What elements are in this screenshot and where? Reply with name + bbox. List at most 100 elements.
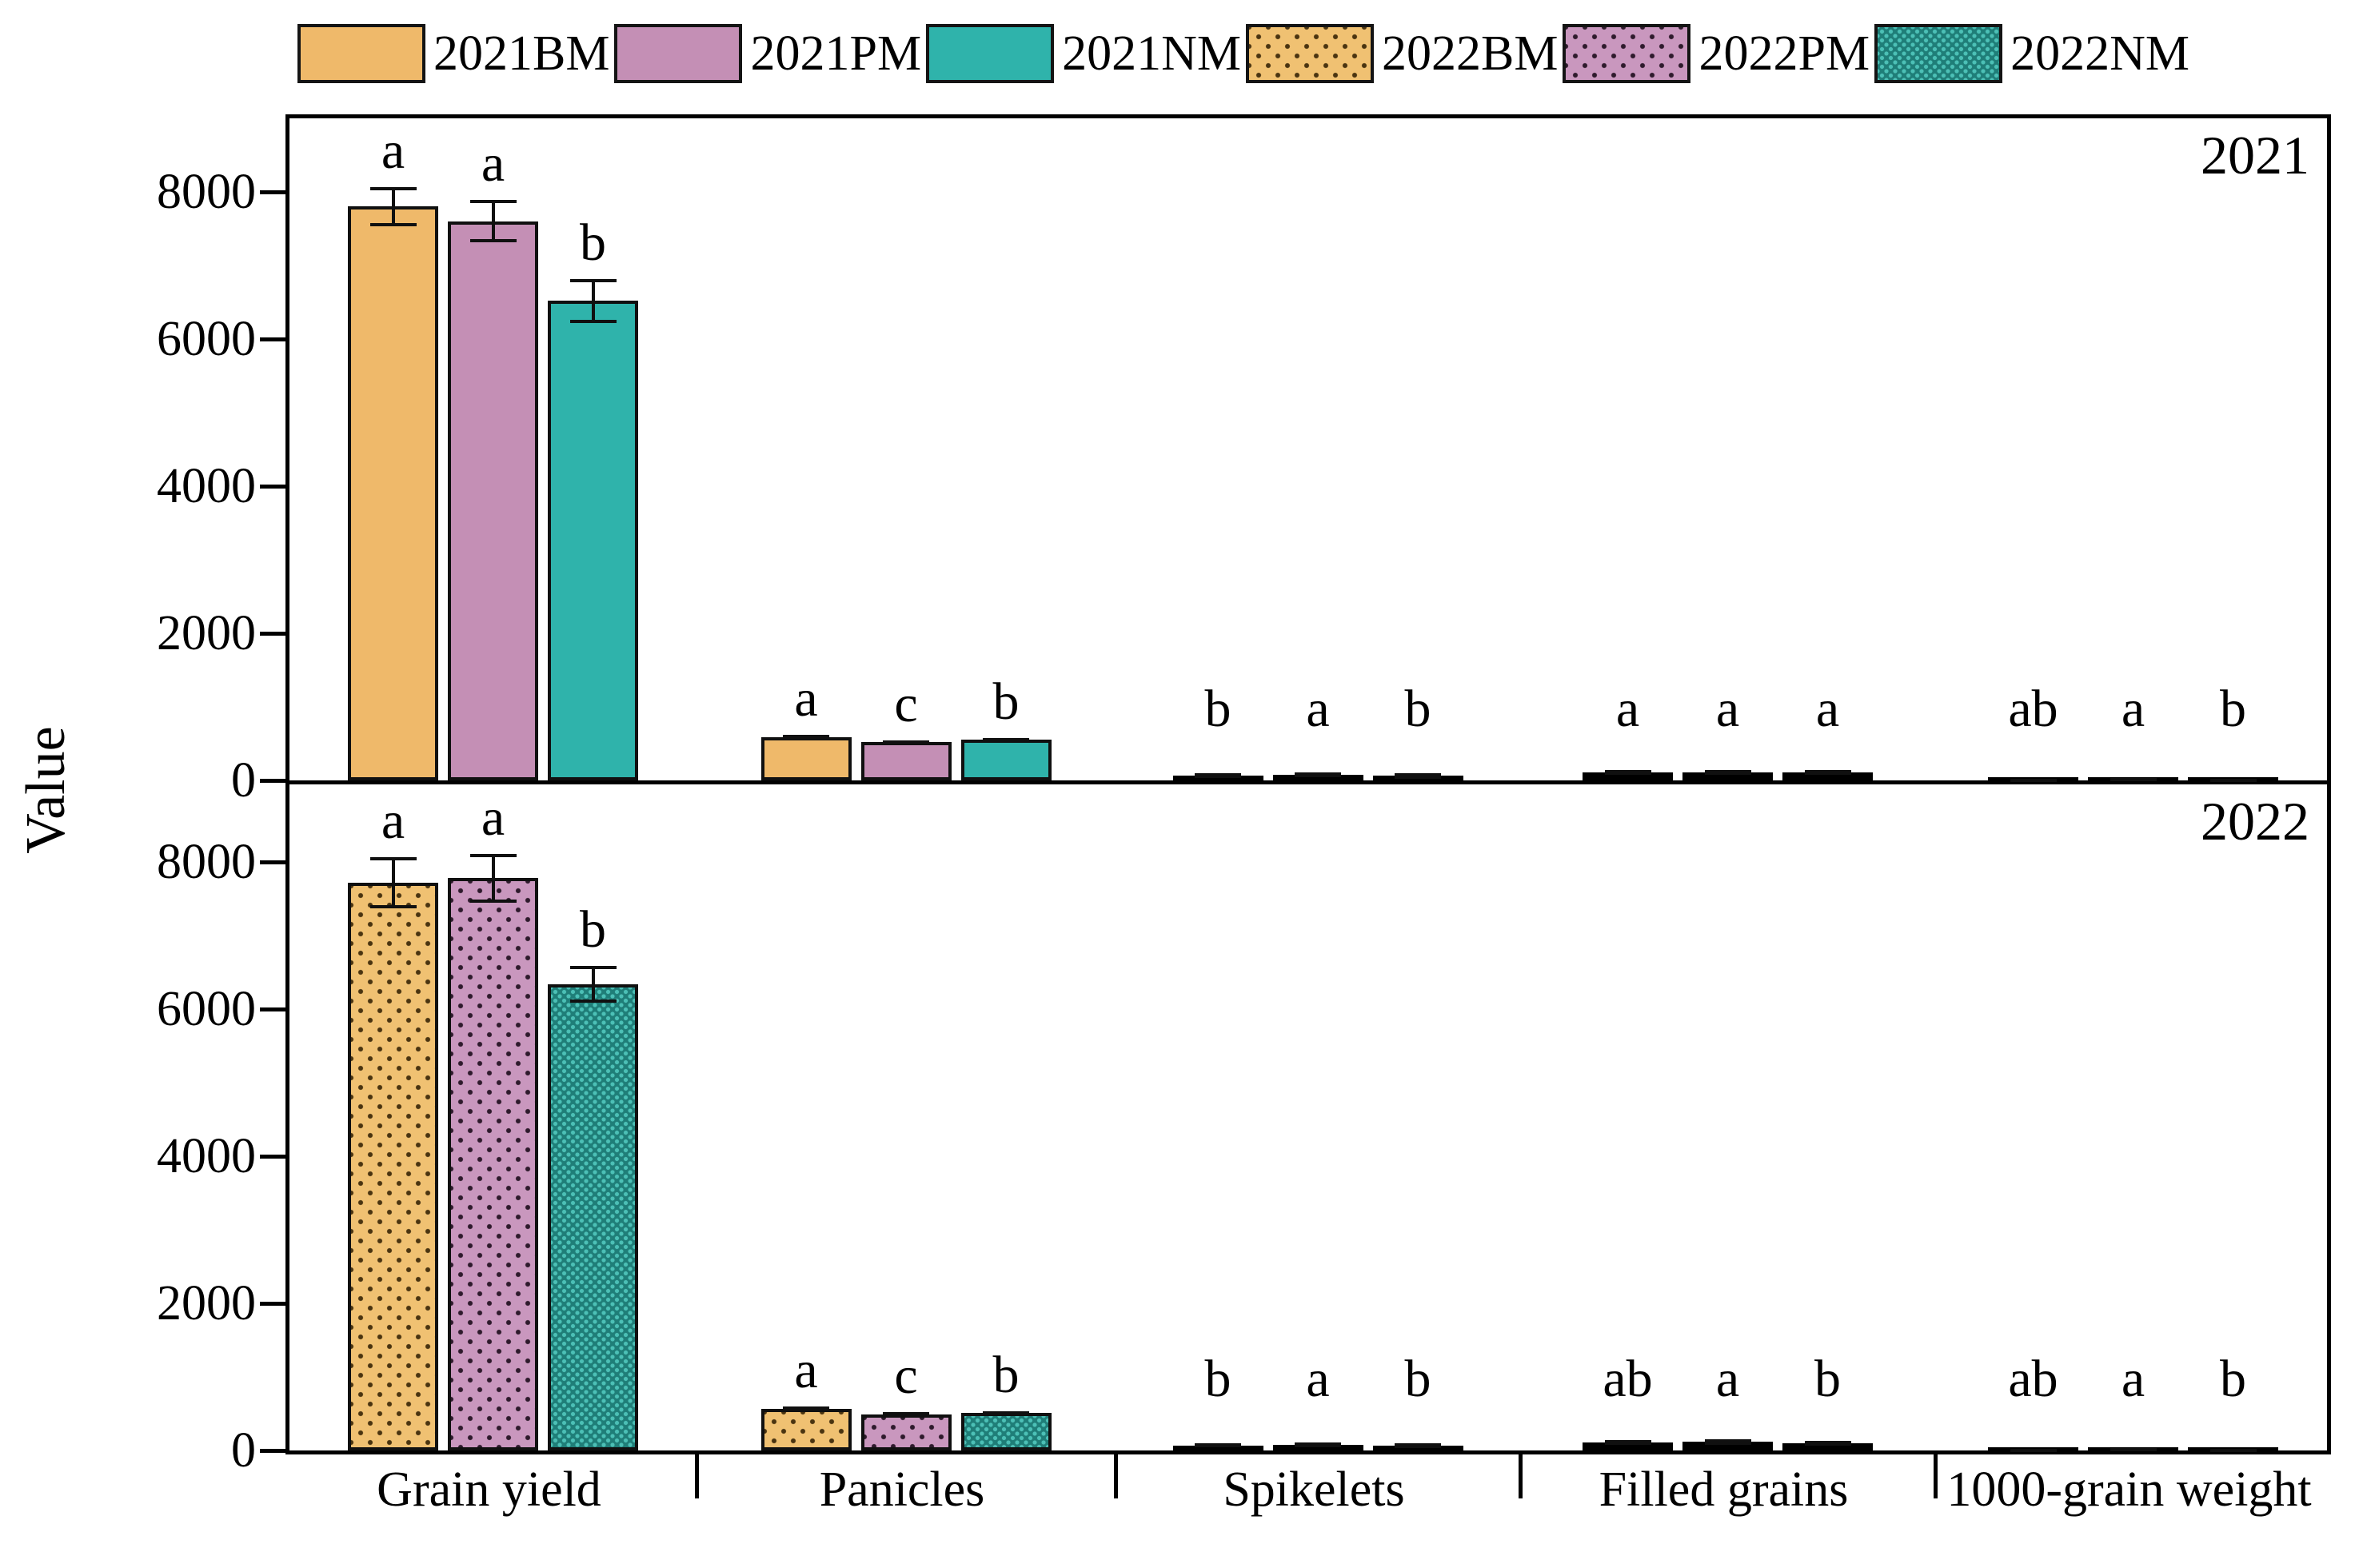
legend-label: 2022PM	[1698, 26, 1870, 81]
error-bar-cap	[983, 737, 1029, 741]
y-axis-tick	[260, 190, 285, 194]
error-bar-cap	[1804, 770, 1851, 774]
error-bar-cap	[1804, 1442, 1851, 1446]
error-bar-cap	[983, 1410, 1029, 1414]
error-bar-cap	[1295, 1442, 1341, 1446]
error-bar-cap	[883, 1413, 929, 1417]
x-category-label: Spikelets	[1223, 1462, 1405, 1517]
error-bar-line	[491, 853, 495, 903]
error-bar-cap	[1804, 1440, 1851, 1444]
y-tick-label: 2000	[157, 1276, 256, 1331]
error-bar-cap	[883, 740, 929, 744]
sig-letter: a	[794, 669, 818, 728]
sig-letter: b	[1204, 680, 1231, 738]
sig-letter: b	[2220, 680, 2246, 738]
bar	[960, 1413, 1052, 1450]
y-axis-tick	[260, 1007, 285, 1011]
bar	[1172, 776, 1263, 780]
bar	[1272, 1444, 1363, 1450]
sig-letter: a	[381, 121, 405, 180]
bar	[348, 206, 438, 780]
y-tick-label: 4000	[157, 1129, 256, 1183]
x-category-label: Filled grains	[1599, 1462, 1849, 1517]
sig-letter: b	[1404, 1350, 1431, 1408]
sig-letter: ab	[1603, 1350, 1653, 1408]
error-bar-cap	[1395, 773, 1441, 777]
sig-letter: a	[1715, 680, 1740, 738]
legend-swatch-2022NM	[1874, 24, 2003, 83]
bar	[1682, 772, 1773, 780]
error-bar-cap	[1704, 771, 1751, 775]
x-axis-tick	[1113, 1450, 1118, 1498]
legend: 2021BM 2021PM 2021NM 2022BM 2022PM 2022NM	[297, 24, 2194, 83]
error-bar-cap	[2110, 778, 2157, 782]
error-bar-cap	[2209, 1448, 2257, 1452]
bar	[860, 741, 952, 780]
error-bar-cap	[569, 319, 617, 323]
sig-letter: c	[894, 1347, 918, 1406]
bar	[1782, 772, 1873, 780]
year-label: 2021	[2201, 125, 2309, 186]
sig-letter: a	[794, 1341, 818, 1400]
error-bar-cap	[1395, 1442, 1441, 1446]
x-axis-tick	[694, 1450, 699, 1498]
error-bar-line	[391, 856, 395, 908]
sig-letter: a	[1306, 680, 1330, 738]
error-bar-cap	[569, 278, 617, 282]
error-bar-cap	[1804, 772, 1851, 776]
bar	[548, 301, 638, 780]
sig-letter: a	[381, 791, 405, 850]
y-tick-label: 6000	[157, 312, 256, 366]
y-axis-tick	[260, 1301, 285, 1306]
error-bar-cap	[1395, 1445, 1441, 1449]
sig-letter: a	[2121, 680, 2145, 738]
y-tick-label: 8000	[157, 835, 256, 889]
y-axis-tick	[260, 1154, 285, 1159]
error-bar-cap	[1395, 775, 1441, 779]
error-bar-cap	[1704, 1441, 1751, 1445]
x-axis-tick	[1933, 1450, 1938, 1498]
x-category-label: Grain yield	[377, 1462, 601, 1517]
sig-letter: b	[1404, 680, 1431, 738]
bar	[760, 736, 852, 780]
x-axis-tick	[1518, 1450, 1523, 1498]
legend-item-2021PM: 2021PM	[614, 24, 921, 83]
legend-item-2022NM: 2022NM	[1874, 24, 2189, 83]
x-category-label: 1000-grain weight	[1946, 1462, 2312, 1517]
legend-label: 2021NM	[1062, 26, 1241, 81]
y-axis-tick	[260, 860, 285, 864]
error-bar-cap	[469, 899, 517, 903]
legend-item-2021NM: 2021NM	[926, 24, 1241, 83]
sig-letter: a	[1715, 1350, 1740, 1408]
sig-letter: a	[1306, 1350, 1330, 1408]
legend-swatch-2021PM	[614, 24, 743, 83]
error-bar-cap	[569, 965, 617, 969]
sig-letter: b	[992, 672, 1020, 732]
sig-letter: b	[1204, 1350, 1231, 1408]
legend-swatch-2022PM	[1563, 24, 1691, 83]
error-bar-cap	[783, 736, 829, 740]
y-axis-tick	[260, 778, 285, 783]
y-tick-label: 0	[231, 753, 256, 808]
sig-letter: b	[580, 900, 606, 959]
error-bar-cap	[369, 904, 417, 908]
error-bar-cap	[2010, 1448, 2057, 1452]
y-tick-label: 2000	[157, 606, 256, 660]
sig-letter: b	[1814, 1350, 1841, 1408]
legend-item-2022BM: 2022BM	[1246, 24, 1558, 83]
error-bar-cap	[2110, 1448, 2157, 1452]
error-bar-cap	[369, 856, 417, 860]
error-bar-cap	[1604, 770, 1651, 774]
bar	[348, 882, 438, 1450]
error-bar-cap	[2209, 778, 2257, 782]
sig-letter: a	[481, 134, 505, 194]
error-bar-cap	[1195, 1442, 1241, 1446]
sig-letter: a	[1615, 680, 1640, 738]
bar	[1782, 1442, 1873, 1450]
legend-label: 2021PM	[750, 26, 922, 81]
y-axis-tick	[260, 484, 285, 489]
bar	[1272, 775, 1363, 780]
legend-item-2022PM: 2022PM	[1563, 24, 1870, 83]
error-bar-cap	[369, 223, 417, 227]
